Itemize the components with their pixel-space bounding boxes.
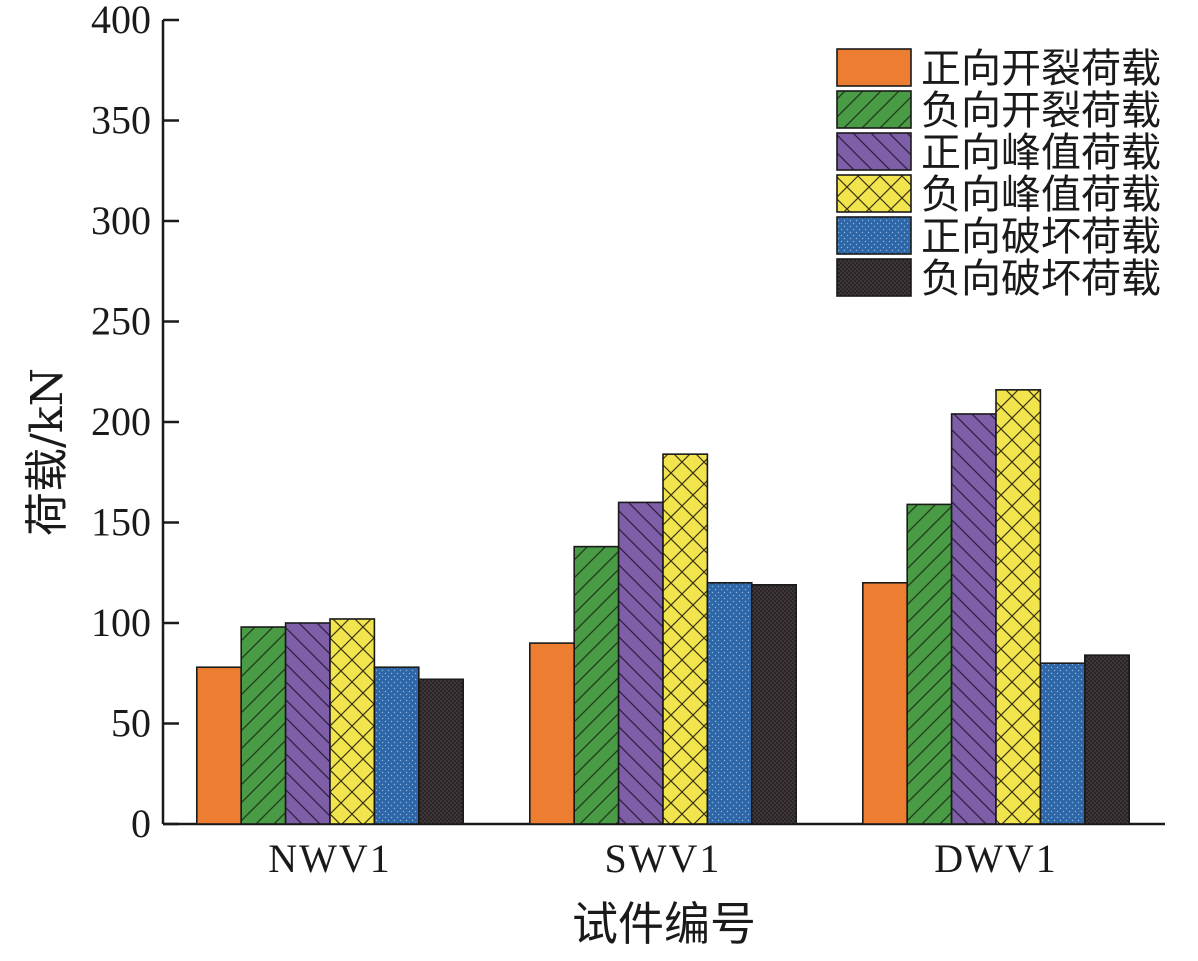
legend-swatch bbox=[836, 90, 912, 129]
y-axis-label: 荷载/kN bbox=[22, 368, 73, 536]
y-tick-label: 150 bbox=[91, 500, 151, 545]
legend-swatch bbox=[836, 174, 912, 213]
bar bbox=[573, 545, 620, 825]
x-tick-label: DWV1 bbox=[934, 836, 1058, 881]
x-tick-labels: NWV1 SWV1 DWV1 bbox=[268, 836, 1058, 881]
legend-label: 负向破坏荷载 bbox=[921, 256, 1161, 302]
bar bbox=[617, 501, 664, 825]
bar bbox=[1084, 654, 1131, 825]
y-tick-label: 350 bbox=[91, 98, 151, 143]
bar bbox=[196, 666, 243, 825]
x-tick-label: SWV1 bbox=[605, 836, 722, 881]
y-ticks: 0 50 100 150 200 250 300 350 400 bbox=[91, 0, 179, 846]
legend-label: 正向破坏荷载 bbox=[921, 214, 1161, 260]
y-tick-label: 400 bbox=[91, 0, 151, 42]
bar bbox=[284, 622, 331, 825]
bar bbox=[995, 389, 1042, 825]
legend-swatch bbox=[836, 48, 912, 87]
bar bbox=[417, 678, 464, 825]
bars bbox=[196, 389, 1131, 825]
bar bbox=[750, 584, 797, 825]
x-tick-label: NWV1 bbox=[268, 836, 392, 881]
bar bbox=[706, 581, 753, 825]
y-tick-label: 0 bbox=[131, 801, 151, 846]
x-axis-label: 试件编号 bbox=[572, 897, 756, 951]
bar bbox=[906, 503, 953, 825]
legend-swatch bbox=[836, 216, 912, 255]
legend-label: 正向开裂荷载 bbox=[921, 46, 1161, 92]
bar bbox=[373, 666, 420, 825]
bar bbox=[528, 642, 575, 825]
legend-swatch bbox=[836, 258, 912, 297]
y-tick-label: 300 bbox=[91, 198, 151, 243]
legend-label: 负向峰值荷载 bbox=[921, 172, 1161, 218]
legend-swatch bbox=[836, 132, 912, 171]
y-tick-label: 100 bbox=[91, 600, 151, 645]
bar bbox=[662, 453, 709, 825]
y-tick-label: 250 bbox=[91, 299, 151, 344]
legend-label: 负向开裂荷载 bbox=[921, 88, 1161, 134]
legend-label: 正向峰值荷载 bbox=[921, 130, 1161, 176]
bar bbox=[1039, 662, 1086, 825]
bar bbox=[861, 581, 908, 825]
bar bbox=[240, 626, 287, 825]
y-tick-label: 200 bbox=[91, 399, 151, 444]
y-tick-label: 50 bbox=[111, 701, 151, 746]
bar bbox=[950, 413, 997, 825]
bar bbox=[329, 618, 376, 825]
